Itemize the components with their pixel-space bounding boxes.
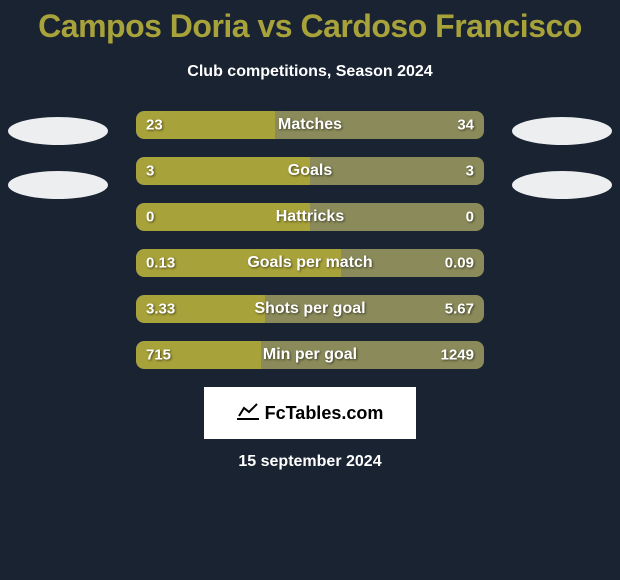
player-ellipse	[512, 117, 612, 145]
bar-right-fill	[341, 249, 484, 277]
bar-left-fill	[136, 249, 341, 277]
metric-bar: 0Hattricks0	[136, 203, 484, 231]
metric-bar: 3Goals3	[136, 157, 484, 185]
player-right-column	[502, 111, 620, 199]
brand-text: FcTables.com	[265, 403, 384, 424]
metric-bars: 23Matches34 3Goals3 0Hattricks0 0.13Goals p…	[136, 111, 484, 369]
bar-right-fill	[261, 341, 484, 369]
subtitle: Club competitions, Season 2024	[187, 63, 432, 81]
bar-right-fill	[265, 295, 484, 323]
date-text: 15 september 2024	[238, 453, 381, 471]
player-ellipse	[8, 171, 108, 199]
player-ellipse	[512, 171, 612, 199]
page-title: Campos Doria vs Cardoso Francisco	[38, 8, 582, 45]
metric-bar: 0.13Goals per match0.09	[136, 249, 484, 277]
bar-left-fill	[136, 157, 310, 185]
chart-icon	[237, 402, 259, 425]
bar-right-fill	[310, 203, 484, 231]
bar-left-fill	[136, 295, 265, 323]
bar-left-fill	[136, 341, 261, 369]
metric-bar: 3.33Shots per goal5.67	[136, 295, 484, 323]
metric-bar: 715Min per goal1249	[136, 341, 484, 369]
comparison-area: 23Matches34 3Goals3 0Hattricks0 0.13Goals p…	[0, 111, 620, 369]
bar-right-fill	[310, 157, 484, 185]
player-left-column	[0, 111, 118, 199]
bar-left-fill	[136, 203, 310, 231]
bar-left-fill	[136, 111, 275, 139]
metric-bar: 23Matches34	[136, 111, 484, 139]
brand-badge: FcTables.com	[204, 387, 416, 439]
player-ellipse	[8, 117, 108, 145]
bar-right-fill	[275, 111, 484, 139]
